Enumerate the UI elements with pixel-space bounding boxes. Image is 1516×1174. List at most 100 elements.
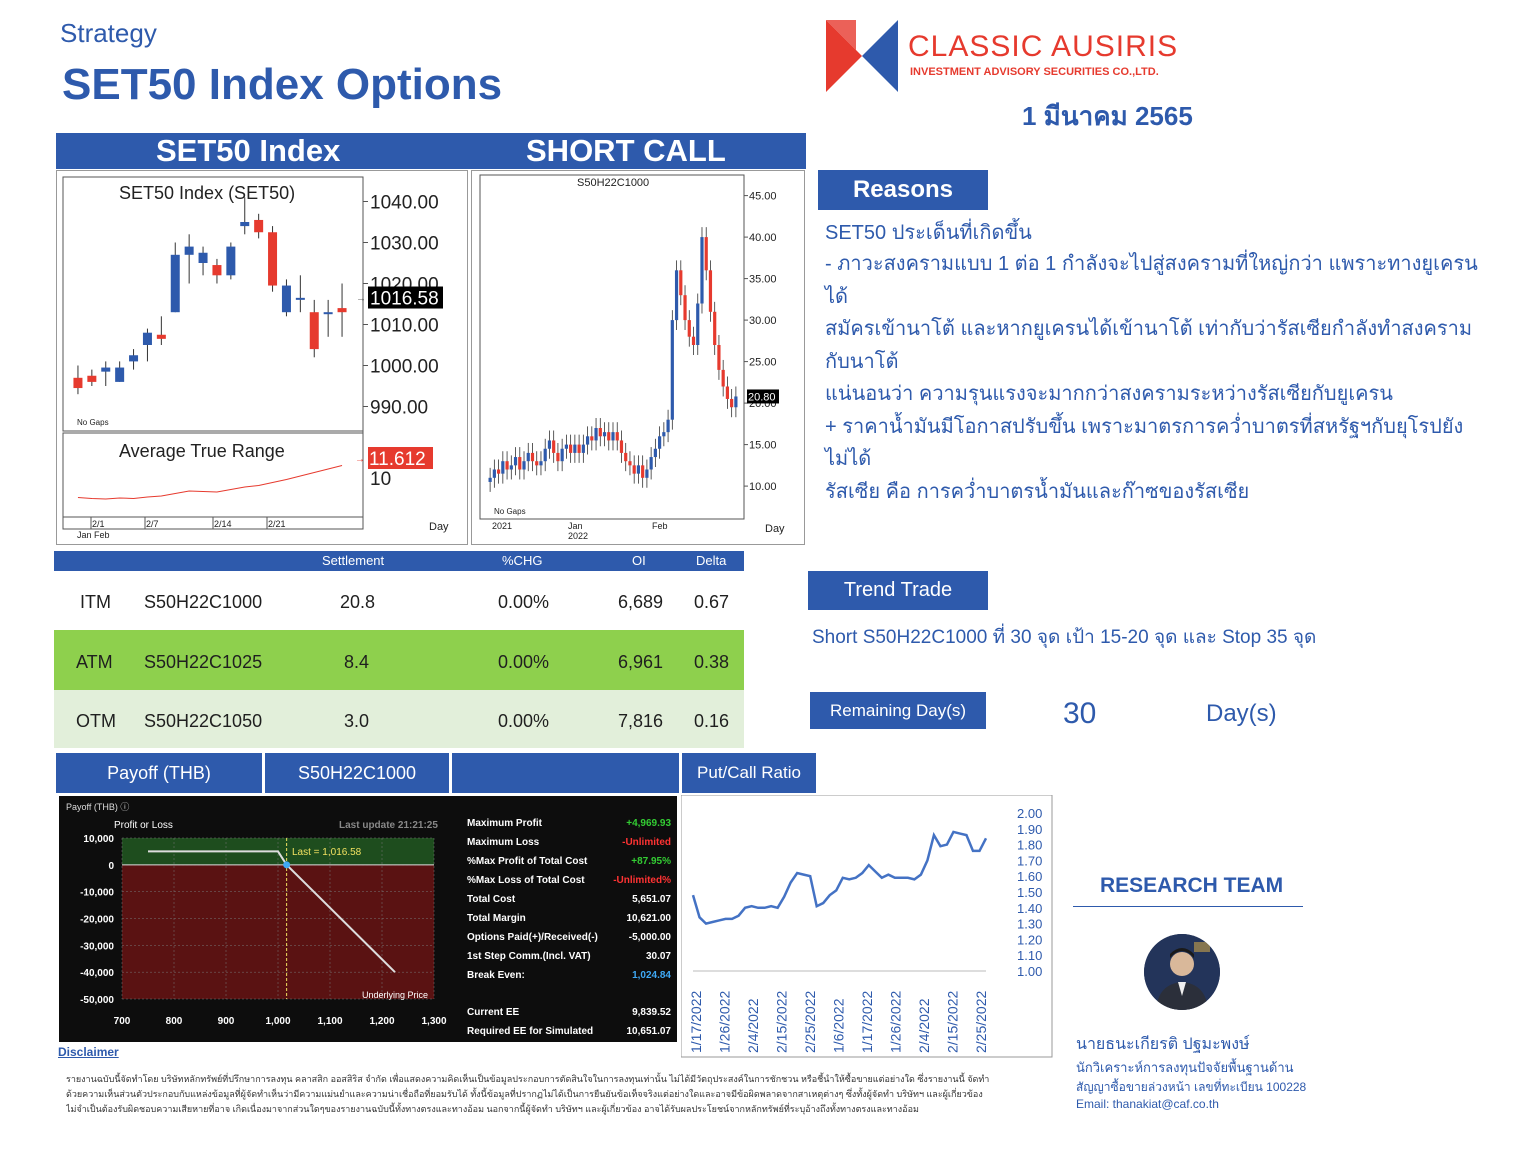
remaining-days-value: 30: [1063, 697, 1097, 730]
set50-x-tick: 2/7: [146, 519, 159, 529]
call-candle-body: [598, 428, 602, 437]
call-candle-body: [569, 444, 573, 453]
pcr-x-tick: 1/26/2022: [888, 991, 904, 1053]
pcr-x-tick: 1/6/2022: [831, 998, 847, 1053]
call-y-tick: 10.00: [749, 481, 777, 493]
call-candle-body: [717, 345, 721, 370]
payoff-last-marker: Last = 1,016.58: [292, 847, 362, 858]
payoff-stat-label: Total Cost: [467, 894, 516, 905]
set50-candle-body: [254, 219, 264, 233]
pcr-x-tick: 2/25/2022: [973, 991, 989, 1053]
payoff-stat-row: %Max Profit of Total Cost +87.95%: [467, 852, 671, 871]
reasons-heading: SET50 ประเด็นที่เกิดขึ้น: [825, 222, 1032, 244]
payoff-stat-row: Required EE for Simulated 10,651.07: [467, 1022, 671, 1041]
set50-candle-body: [170, 254, 180, 313]
payoff-y-tick: -20,000: [80, 915, 114, 926]
call-candle-body: [721, 369, 725, 387]
row-chg: 0.00%: [498, 592, 550, 612]
payoff-stat-label: %Max Profit of Total Cost: [467, 856, 588, 867]
set50-candle-body: [87, 375, 97, 382]
set50-candle-body: [309, 312, 319, 350]
pcr-y-tick: 1.70: [1017, 853, 1042, 868]
col-chg: %CHG: [502, 553, 543, 568]
pcr-x-tick: 2/15/2022: [945, 991, 961, 1053]
row-oi: 6,689: [618, 592, 664, 612]
atr-arrow: →: [355, 454, 365, 465]
disclaimer-line: ด้วยความเห็นส่วนตัวประกอบกับแหล่งข้อมูลท…: [66, 1089, 983, 1099]
payoff-stats: Maximum Profit +4,969.93 Maximum Loss -Unli…: [467, 814, 671, 1041]
payoff-chart-title: Profit or Loss: [114, 820, 173, 831]
pcr-panel: 2.00 1.90 1.80 1.70 1.60 1.50 1.40 1.30 1.20 1.10…: [680, 794, 1053, 1060]
category-label: Strategy: [60, 18, 157, 48]
row-moneyness: ATM: [76, 652, 113, 672]
payoff-label: Payoff (THB): [56, 753, 262, 793]
call-candle-body: [522, 461, 526, 470]
payoff-stat-value: 9,839.52: [632, 1007, 671, 1018]
call-candle-body: [488, 477, 492, 482]
call-y-tick: 25.00: [749, 357, 777, 369]
call-candle-body: [539, 461, 543, 466]
set50-last-price: 1016.58: [370, 289, 439, 310]
payoff-stat-label: Required EE for Simulated: [467, 1026, 594, 1037]
payoff-stat-value: -Unlimited: [622, 837, 671, 848]
payoff-stat-value: +4,969.93: [626, 818, 671, 829]
atr-value-box: [368, 447, 433, 469]
call-y-tick: 45.00: [749, 191, 777, 203]
payoff-blank-header: [452, 753, 679, 793]
call-candle-body: [670, 320, 674, 420]
call-candlestick-chart: 45.0040.0035.0030.0025.0020.0015.0010.00…: [479, 174, 779, 541]
call-candle-body: [509, 465, 513, 470]
payoff-y-tick: 0: [108, 861, 114, 872]
pcr-y-tick: 1.60: [1017, 869, 1042, 884]
pcr-y-tick: 1.50: [1017, 885, 1042, 900]
set50-x-tick: 2/21: [268, 519, 286, 529]
payoff-stat-value: +87.95%: [631, 856, 671, 867]
call-candle-body: [505, 461, 509, 470]
payoff-stat-row: %Max Loss of Total Cost -Unlimited%: [467, 871, 671, 890]
pcr-y-tick: 2.00: [1017, 806, 1042, 821]
call-candle-body: [658, 436, 662, 449]
pcr-x-tick: 1/17/2022: [859, 991, 875, 1053]
set50-candle-body: [337, 308, 347, 313]
call-candle-body: [653, 448, 657, 458]
payoff-stat-row: Options Paid(+)/Received(-) -5,000.00: [467, 928, 671, 947]
panel-title-short-call: SHORT CALL: [526, 133, 726, 168]
payoff-stat-value: 10,651.07: [626, 1026, 672, 1037]
row-moneyness: OTM: [76, 711, 116, 731]
pcr-x-tick: 2/4/2022: [745, 998, 761, 1053]
table-row: ITM S50H22C1000 20.8 0.00% 6,689 0.67: [54, 572, 744, 630]
payoff-x-tick: 1,000: [265, 1016, 290, 1027]
trend-trade-text: Short S50H22C1000 ที่ 30 จุด เป้า 15-20 …: [812, 627, 1317, 648]
call-candle-body: [628, 461, 632, 466]
call-candle-body: [734, 396, 738, 408]
payoff-stat-label: Maximum Profit: [467, 818, 543, 829]
payoff-inner-title: Payoff (THB) ⓘ: [66, 802, 130, 812]
pcr-frame: [680, 794, 1053, 1058]
pcr-label: Put/Call Ratio: [682, 753, 816, 793]
call-candle-body: [730, 398, 734, 408]
call-candle-body: [594, 428, 598, 441]
payoff-stat-value: 10,621.00: [626, 913, 672, 924]
row-delta: 0.38: [694, 652, 730, 672]
pcr-x-tick: 2/25/2022: [802, 991, 818, 1053]
call-candle-body: [700, 237, 704, 304]
call-candle-body: [552, 440, 556, 453]
set50-candle-body: [101, 367, 111, 372]
call-candle-body: [611, 432, 615, 441]
set50-last-arrow: →: [356, 294, 366, 305]
payoff-last-update: Last update 21:21:25: [339, 820, 438, 831]
reasons-body: - ภาวะสงครามแบบ 1 ต่อ 1 กำลังจะไปสู่สงคร…: [825, 248, 1485, 508]
atr-value: 11.612: [369, 449, 426, 470]
payoff-stat-row: Maximum Profit +4,969.93: [467, 814, 671, 833]
call-x-label: 2021: [492, 521, 512, 531]
set50-candle-body: [115, 367, 125, 382]
row-series: S50H22C1000: [144, 592, 263, 612]
remaining-days-unit: Day(s): [1206, 700, 1277, 727]
pcr-y-tick: 1.90: [1017, 822, 1042, 837]
table-row: OTM S50H22C1050 3.0 0.00% 7,816 0.16: [54, 690, 744, 748]
payoff-line: [148, 850, 396, 973]
payoff-panel: 10,000 0 -10,000 -20,000 -30,000 -40,000 -50,0…: [59, 796, 677, 1042]
atr-title: Average True Range: [119, 441, 285, 461]
set50-candlestick-chart: 1040.001030.001020.001010.001000.00990.0…: [62, 176, 443, 540]
pcr-x-tick: 2/4/2022: [916, 998, 932, 1053]
